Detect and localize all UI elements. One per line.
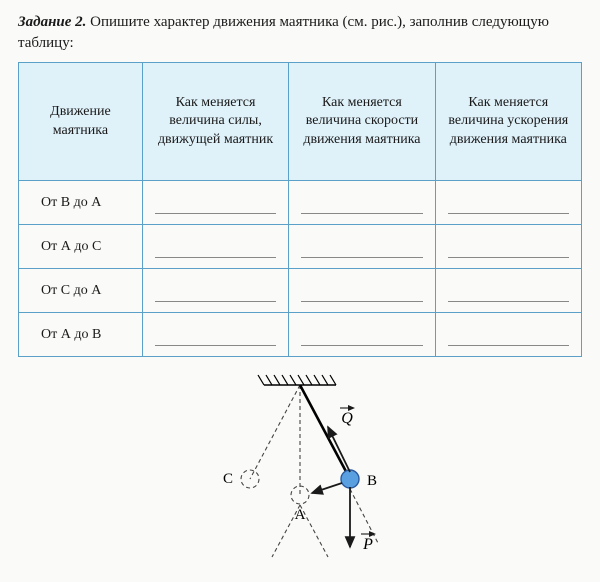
header-2: Как меняется величина скорости движения …	[289, 63, 435, 181]
row-label-2: От С до А	[19, 269, 143, 313]
header-row: Движение маятника Как меняется величина …	[19, 63, 582, 181]
task-label: Задание 2.	[18, 14, 86, 30]
blank-cell	[289, 269, 435, 313]
svg-text:A: A	[295, 507, 306, 523]
blank-cell	[289, 181, 435, 225]
svg-text:P: P	[362, 536, 373, 553]
svg-text:C: C	[223, 471, 233, 487]
blank-cell	[435, 313, 581, 357]
blank-cell	[142, 269, 288, 313]
blank-cell	[142, 225, 288, 269]
blank-cell	[435, 225, 581, 269]
blank-cell	[289, 225, 435, 269]
header-0: Движение маятника	[19, 63, 143, 181]
blank-cell	[289, 313, 435, 357]
header-3: Как меняется величина ускорения движения…	[435, 63, 581, 181]
row-label-3: От А до В	[19, 313, 143, 357]
table-row: От С до А	[19, 269, 582, 313]
svg-text:B: B	[367, 473, 377, 489]
table-row: От А до С	[19, 225, 582, 269]
pendulum-svg: A B C Q P	[170, 367, 430, 562]
blank-cell	[142, 181, 288, 225]
task-prompt: Задание 2. Опишите характер движения мая…	[18, 12, 582, 54]
row-label-1: От А до С	[19, 225, 143, 269]
row-label-0: От В до А	[19, 181, 143, 225]
table-body: От В до А От А до С От С до А От А до В	[19, 181, 582, 357]
table-row: От В до А	[19, 181, 582, 225]
svg-text:Q: Q	[341, 410, 353, 427]
header-1: Как меняется величина силы, движущей мая…	[142, 63, 288, 181]
blank-cell	[435, 269, 581, 313]
pendulum-diagram: A B C Q P	[18, 367, 582, 567]
pendulum-table: Движение маятника Как меняется величина …	[18, 62, 582, 357]
task-text: Опишите характер движения маятника (см. …	[18, 14, 549, 51]
blank-cell	[142, 313, 288, 357]
blank-cell	[435, 181, 581, 225]
table-row: От А до В	[19, 313, 582, 357]
